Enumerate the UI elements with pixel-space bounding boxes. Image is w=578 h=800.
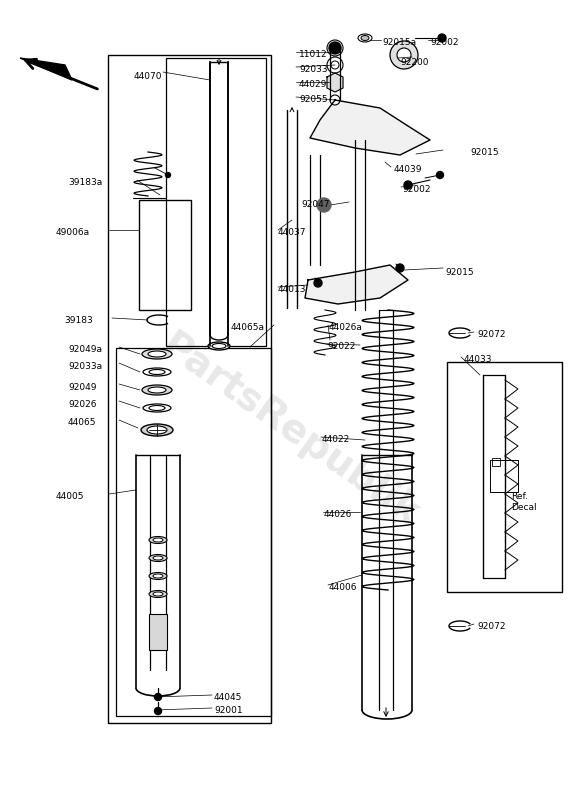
Circle shape — [436, 171, 443, 178]
Polygon shape — [305, 265, 408, 304]
Polygon shape — [310, 100, 430, 155]
Text: 92072: 92072 — [477, 622, 506, 631]
Text: 92001: 92001 — [214, 706, 243, 715]
Circle shape — [154, 707, 161, 714]
Text: 92002: 92002 — [402, 185, 431, 194]
Text: 44037: 44037 — [278, 228, 306, 237]
Polygon shape — [327, 73, 343, 92]
Circle shape — [404, 181, 412, 189]
Text: 92022: 92022 — [327, 342, 355, 351]
Bar — [166, 58, 266, 346]
Text: 44006: 44006 — [329, 583, 358, 592]
Text: 92055: 92055 — [299, 95, 328, 104]
Text: 44026a: 44026a — [329, 323, 363, 332]
Bar — [490, 460, 518, 492]
Text: 92015a: 92015a — [382, 38, 416, 47]
Text: 92026: 92026 — [68, 400, 97, 409]
Circle shape — [396, 264, 404, 272]
Bar — [149, 614, 167, 650]
Text: 44022: 44022 — [322, 435, 350, 444]
Circle shape — [438, 34, 446, 42]
Ellipse shape — [142, 349, 172, 359]
Bar — [139, 200, 191, 310]
Ellipse shape — [149, 537, 167, 543]
Text: 44070: 44070 — [134, 72, 162, 81]
Ellipse shape — [148, 351, 166, 357]
Bar — [492, 458, 500, 466]
Circle shape — [317, 198, 331, 212]
Text: 92072: 92072 — [477, 330, 506, 339]
Ellipse shape — [147, 426, 167, 434]
Text: 92015: 92015 — [470, 148, 499, 157]
Circle shape — [314, 279, 322, 287]
Text: 44065: 44065 — [68, 418, 97, 427]
Circle shape — [397, 48, 411, 62]
Text: 92047: 92047 — [301, 200, 329, 209]
Text: 92015: 92015 — [445, 268, 473, 277]
Circle shape — [154, 694, 161, 701]
Text: 44029: 44029 — [299, 80, 327, 89]
Text: 44033: 44033 — [464, 355, 492, 364]
Text: 92049a: 92049a — [68, 345, 102, 354]
Circle shape — [390, 41, 418, 69]
Ellipse shape — [149, 573, 167, 579]
Text: 49006a: 49006a — [56, 228, 90, 237]
Text: 92200: 92200 — [400, 58, 428, 67]
Text: 39183: 39183 — [64, 316, 92, 325]
Ellipse shape — [149, 554, 167, 562]
Ellipse shape — [149, 590, 167, 598]
Ellipse shape — [148, 387, 166, 393]
Circle shape — [329, 42, 341, 54]
Text: PartsRepublik: PartsRepublik — [154, 326, 427, 534]
Ellipse shape — [208, 342, 230, 350]
Ellipse shape — [142, 385, 172, 395]
Polygon shape — [20, 58, 72, 80]
Text: 92033: 92033 — [299, 65, 328, 74]
Text: Ref.: Ref. — [511, 492, 528, 501]
Ellipse shape — [141, 424, 173, 436]
Text: 44026: 44026 — [324, 510, 353, 519]
Text: 44045: 44045 — [214, 693, 242, 702]
Text: 92033a: 92033a — [68, 362, 102, 371]
Ellipse shape — [153, 574, 163, 578]
Text: 44005: 44005 — [56, 492, 84, 501]
Circle shape — [165, 173, 171, 178]
Ellipse shape — [153, 538, 163, 542]
Text: 39183a: 39183a — [68, 178, 102, 187]
Text: 44065a: 44065a — [231, 323, 265, 332]
Bar — [447, 362, 562, 592]
Text: 44013: 44013 — [278, 285, 306, 294]
Ellipse shape — [361, 35, 369, 41]
Text: 11012: 11012 — [299, 50, 328, 59]
Text: 44039: 44039 — [394, 165, 423, 174]
Ellipse shape — [153, 556, 163, 560]
Text: Decal: Decal — [511, 503, 536, 512]
Bar — [116, 348, 271, 716]
Text: 92002: 92002 — [430, 38, 458, 47]
Text: 92049: 92049 — [68, 383, 97, 392]
Ellipse shape — [153, 592, 163, 596]
Bar — [108, 55, 271, 723]
